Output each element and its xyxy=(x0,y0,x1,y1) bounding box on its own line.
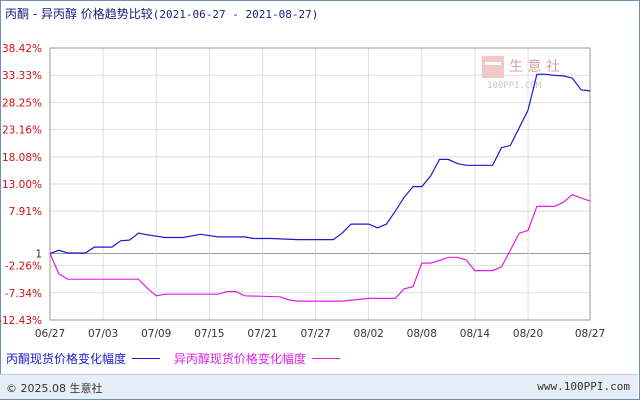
y-tick-label: 1 xyxy=(35,249,42,261)
legend-label-isopropanol: 异丙醇现货价格变化幅度 xyxy=(173,352,306,366)
y-tick-label: 28.25% xyxy=(2,97,42,109)
watermark-logo: 生 意 社 100PPI.COM xyxy=(482,56,560,91)
y-tick-label: 38.42% xyxy=(2,43,42,55)
legend: 丙酮现货价格变化幅度 异丙醇现货价格变化幅度 xyxy=(6,350,350,367)
x-tick-label: 08/08 xyxy=(407,328,437,340)
watermark-text: 生 意 社 xyxy=(509,58,560,75)
footer: © 2025.08 生意社 www.100PPI.com xyxy=(0,374,638,399)
chart-title-main: 丙酮 - 异丙醇 价格趋势比较 xyxy=(5,7,153,21)
series-line-acetone xyxy=(49,73,591,255)
x-tick-label: 08/27 xyxy=(575,328,605,340)
y-tick-labels: 38.42% 33.33% 28.25% 23.16% 18.08% 13.00% 7.91… xyxy=(0,43,42,327)
chart-title: 丙酮 - 异丙醇 价格趋势比较(2021-06-27 - 2021-08-27) xyxy=(5,5,318,22)
watermark-logo-icon xyxy=(482,56,504,78)
y-tick-label: -2.26% xyxy=(5,261,42,273)
x-tick-label: 08/20 xyxy=(513,328,543,340)
legend-item-acetone: 丙酮现货价格变化幅度 xyxy=(6,350,161,367)
x-tick-label: 08/02 xyxy=(354,328,384,340)
y-tick-label: 13.00% xyxy=(2,179,42,191)
plot-area-border xyxy=(49,47,591,321)
legend-swatch-isopropanol xyxy=(311,358,340,359)
legend-swatch-acetone xyxy=(132,358,161,359)
x-tick-label: 06/27 xyxy=(35,328,65,340)
x-tick-label: 07/21 xyxy=(247,328,277,340)
footer-url[interactable]: www.100PPI.com xyxy=(537,380,630,393)
y-tick-label: 7.91% xyxy=(9,206,42,218)
y-tick-label: 18.08% xyxy=(2,152,42,164)
x-tick-label: 08/14 xyxy=(460,328,491,340)
axes xyxy=(49,47,591,321)
series-layer xyxy=(49,73,591,302)
footer-copyright: © 2025.08 生意社 xyxy=(6,382,103,395)
y-tick-label: 33.33% xyxy=(2,70,42,82)
y-tick-label: 23.16% xyxy=(2,125,42,137)
series-line-isopropanol xyxy=(49,194,591,302)
x-tick-label: 07/15 xyxy=(194,328,224,340)
watermark-url: 100PPI.COM xyxy=(487,81,542,91)
y-tick-label: -12.43% xyxy=(0,315,42,327)
x-tick-label: 07/03 xyxy=(88,328,118,340)
y-tick-label: -7.34% xyxy=(5,288,42,300)
legend-item-isopropanol: 异丙醇现货价格变化幅度 xyxy=(174,350,340,367)
x-tick-label: 07/27 xyxy=(300,328,330,340)
watermark-logo-bar xyxy=(485,62,501,65)
legend-label-acetone: 丙酮现货价格变化幅度 xyxy=(6,352,127,366)
x-tick-label: 07/09 xyxy=(141,328,171,340)
x-tick-labels: 06/27 07/03 07/09 07/15 07/21 07/27 08/02 08/08… xyxy=(35,328,605,340)
chart-title-range: (2021-06-27 - 2021-08-27) xyxy=(152,8,319,21)
